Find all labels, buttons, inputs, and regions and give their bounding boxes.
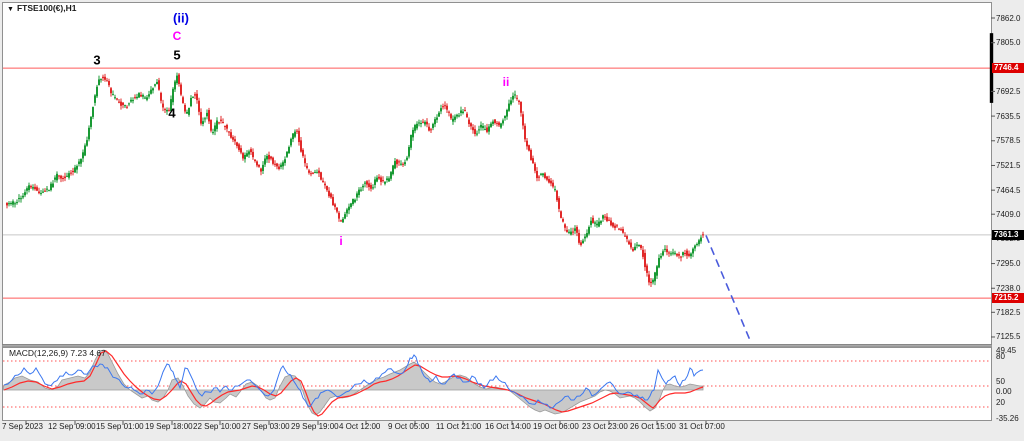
- time-axis-label: 15 Sep 01:00: [96, 422, 144, 431]
- price-pane-bg[interactable]: [2, 2, 992, 345]
- symbol-dropdown-icon[interactable]: ▼: [7, 6, 14, 13]
- time-axis-label: 11 Oct 21:00: [436, 422, 482, 431]
- time-axis-label: 9 Oct 05:00: [388, 422, 430, 431]
- time-axis-label: 19 Sep 18:00: [145, 422, 193, 431]
- price-axis-label-7521.5: 7521.5: [996, 160, 1021, 170]
- wave-label-4[interactable]: 4: [168, 105, 176, 121]
- price-axis-label-7578.5: 7578.5: [996, 136, 1021, 146]
- time-axis-label: 29 Sep 19:00: [291, 422, 339, 431]
- time-axis-label: 23 Oct 23:00: [582, 422, 628, 431]
- pane-separator[interactable]: [2, 344, 992, 348]
- time-axis-label: 16 Oct 14:00: [485, 422, 531, 431]
- time-axis-label: 7 Sep 2023: [2, 422, 43, 431]
- wave-label-5[interactable]: 5: [173, 47, 181, 63]
- projection-trendline[interactable]: [705, 235, 751, 341]
- wave-label-ii[interactable]: (ii): [173, 10, 189, 26]
- macd-pane-bg[interactable]: [2, 347, 992, 421]
- price-axis-label-7125.5: 7125.5: [996, 332, 1021, 342]
- symbol-label: FTSE100(€),H1: [16, 3, 77, 13]
- macd-axis-label--35.26: -35.26: [996, 413, 1019, 423]
- price-axis-label-7635.5: 7635.5: [996, 111, 1021, 121]
- price-axis-label-7805.0: 7805.0: [996, 38, 1021, 48]
- time-axis-label: 19 Oct 06:00: [533, 422, 579, 431]
- time-axis-label: 27 Sep 03:00: [242, 422, 290, 431]
- macd-axis-label-0.00: 0.00: [996, 386, 1012, 396]
- wave-label-ii[interactable]: ii: [502, 75, 510, 89]
- price-tag-7215.2: 7215.2: [992, 293, 1024, 304]
- wave-label-C[interactable]: C: [172, 29, 182, 43]
- symbol-selector[interactable]: ▼ FTSE100(€),H1: [7, 3, 76, 13]
- price-axis-label-7182.5: 7182.5: [996, 307, 1021, 317]
- price-axis-label-7862.0: 7862.0: [996, 13, 1021, 23]
- axis-range-marker: [989, 33, 994, 103]
- price-axis-label-7409.0: 7409.0: [996, 209, 1021, 219]
- macd-fast-line: [3, 354, 704, 409]
- time-axis-label: 31 Oct 07:00: [679, 422, 725, 431]
- current-price-tag: 7361.3: [992, 229, 1024, 240]
- macd-level-label-50: 50: [996, 377, 1005, 386]
- price-axis-label-7295.0: 7295.0: [996, 259, 1021, 269]
- macd-level-label-80: 80: [996, 352, 1005, 361]
- time-axis-label: 12 Sep 09:00: [48, 422, 96, 431]
- wave-label-3[interactable]: 3: [93, 52, 101, 68]
- macd-indicator-label: MACD(12,26,9) 7.23 4.67: [9, 348, 106, 358]
- price-axis-label-7692.5: 7692.5: [996, 86, 1021, 96]
- price-axis-label-7464.5: 7464.5: [996, 185, 1021, 195]
- time-axis-label: 22 Sep 10:00: [193, 422, 241, 431]
- macd-level-label-20: 20: [996, 398, 1005, 407]
- macd-axis-label-49.45: 49.45: [996, 345, 1017, 355]
- price-tag-7746.4: 7746.4: [992, 63, 1024, 74]
- price-axis-label-7238.0: 7238.0: [996, 283, 1021, 293]
- wave-label-i[interactable]: i: [339, 234, 343, 248]
- time-axis-label: 26 Oct 15:00: [630, 422, 676, 431]
- time-axis-label: 4 Oct 12:00: [339, 422, 381, 431]
